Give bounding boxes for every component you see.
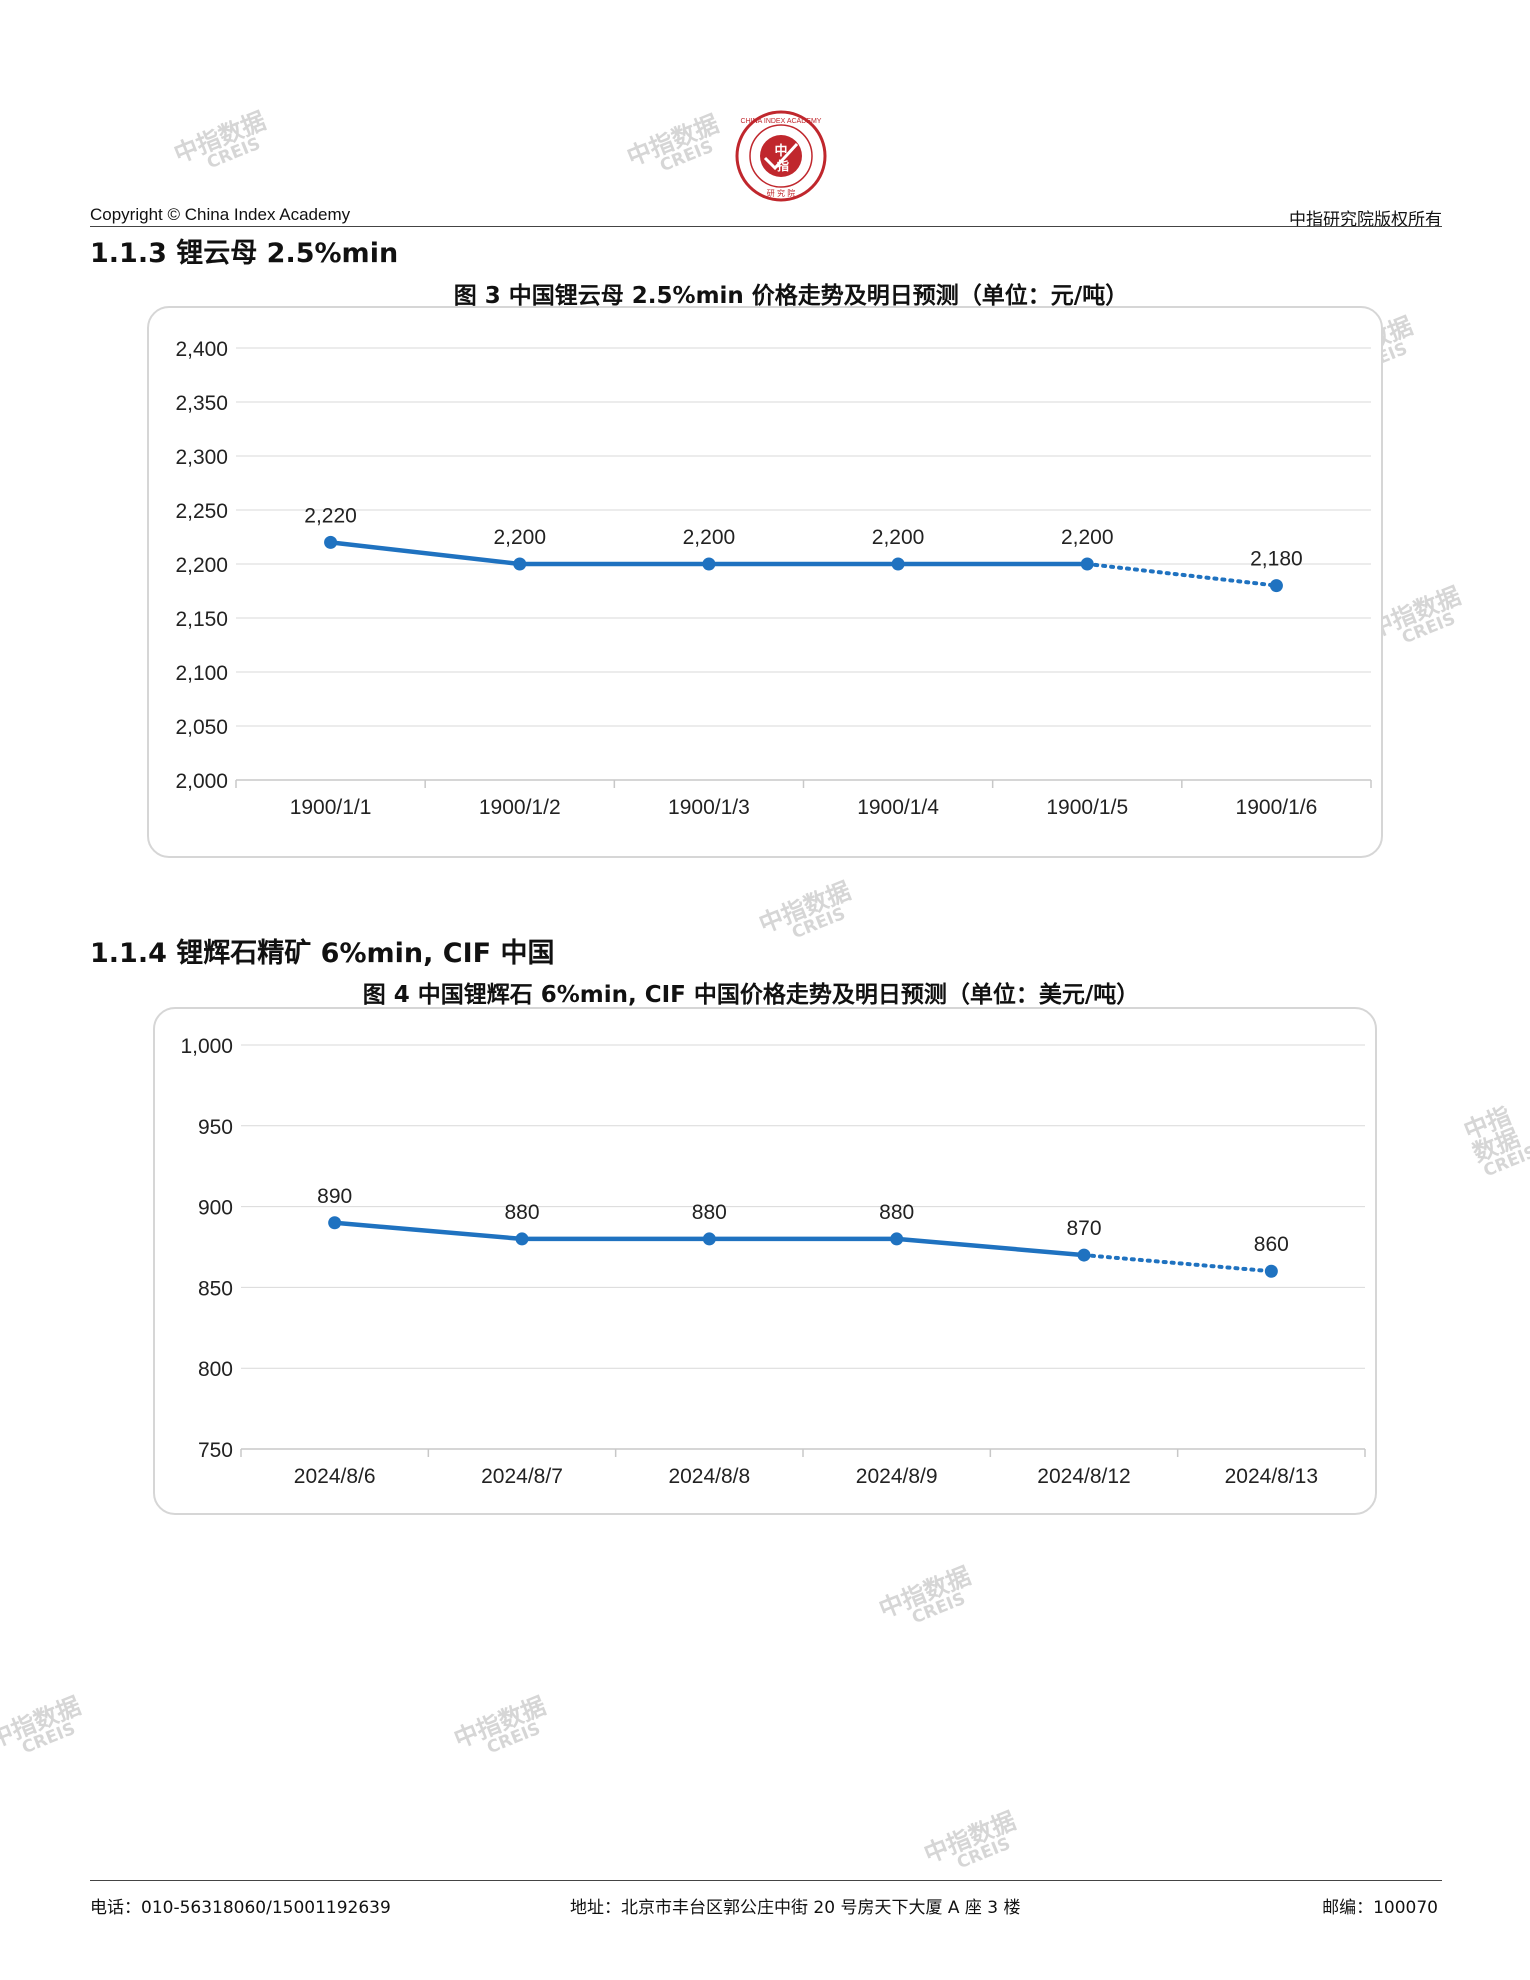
- y-tick-label: 2,200: [175, 554, 228, 577]
- y-tick-label: 2,000: [175, 770, 228, 793]
- y-tick-label: 2,350: [175, 392, 228, 415]
- rights-text: 中指研究院版权所有: [1289, 210, 1442, 230]
- data-label: 870: [1066, 1217, 1101, 1240]
- data-label: 2,200: [683, 526, 736, 549]
- data-point: [891, 557, 905, 571]
- y-tick-label: 2,100: [175, 662, 228, 685]
- data-point: [1080, 557, 1094, 571]
- data-point: [1264, 1264, 1278, 1278]
- y-tick-label: 2,250: [175, 500, 228, 523]
- x-tick-label: 2024/8/6: [294, 1465, 376, 1488]
- x-tick-label: 1900/1/5: [1046, 796, 1128, 819]
- data-point: [328, 1216, 342, 1230]
- data-point: [513, 557, 527, 571]
- footer-address: 地址：北京市丰台区郭公庄中街 20 号房天下大厦 A 座 3 楼: [570, 1898, 1021, 1918]
- svg-text:研 究 院: 研 究 院: [767, 188, 795, 198]
- data-point: [890, 1232, 904, 1246]
- data-point: [1269, 579, 1283, 593]
- x-tick-label: 2024/8/12: [1037, 1465, 1130, 1488]
- data-label: 890: [317, 1185, 352, 1208]
- svg-text:中: 中: [774, 143, 787, 158]
- footer-phone: 电话：010-56318060/15001192639: [90, 1898, 391, 1918]
- x-tick-label: 1900/1/3: [668, 796, 750, 819]
- data-label: 880: [504, 1201, 539, 1224]
- x-tick-label: 1900/1/2: [479, 796, 561, 819]
- section-heading: 1.1.3 锂云母 2.5%min: [90, 238, 399, 269]
- x-tick-label: 2024/8/7: [481, 1465, 563, 1488]
- data-point: [324, 535, 338, 549]
- series-line-forecast: [1085, 562, 1279, 588]
- line-chart: 750 800 850 900 950 1,000 2024/8/6 2024/8/7 2024…: [180, 1035, 1366, 1488]
- section-heading: 1.1.4 锂辉石精矿 6%min, CIF 中国: [90, 938, 555, 969]
- data-point: [702, 1232, 716, 1246]
- svg-text:CHINA INDEX ACADEMY: CHINA INDEX ACADEMY: [741, 118, 822, 125]
- data-label: 2,200: [1061, 526, 1114, 549]
- y-tick-label: 800: [198, 1358, 233, 1381]
- x-tick-label: 2024/8/9: [856, 1465, 938, 1488]
- x-tick-label: 1900/1/1: [290, 796, 372, 819]
- data-label: 2,200: [493, 526, 546, 549]
- header-divider: [90, 226, 1442, 227]
- x-tick-label: 2024/8/13: [1225, 1465, 1318, 1488]
- data-label: 880: [692, 1201, 727, 1224]
- y-tick-label: 2,400: [175, 338, 228, 361]
- data-label: 2,220: [304, 504, 357, 527]
- line-chart: 2,000 2,050 2,100 2,150 2,200 2,250 2,300 2,350…: [175, 338, 1372, 819]
- data-label: 2,200: [872, 526, 925, 549]
- copyright-text: Copyright © China Index Academy: [90, 205, 351, 224]
- chart-panel: 750 800 850 900 950 1,000 2024/8/6 2024/8/7 2024…: [153, 1007, 1377, 1515]
- series-line-forecast: [1082, 1253, 1274, 1274]
- figure-title: 图 4 中国锂辉石 6%min, CIF 中国价格走势及明日预测（单位：美元/吨…: [362, 982, 1140, 1008]
- data-point: [515, 1232, 529, 1246]
- data-point: [1077, 1248, 1091, 1262]
- data-point: [702, 557, 716, 571]
- y-tick-label: 2,050: [175, 716, 228, 739]
- data-label: 860: [1254, 1233, 1289, 1256]
- data-label: 880: [879, 1201, 914, 1224]
- data-label: 2,180: [1250, 548, 1303, 571]
- y-tick-label: 900: [198, 1197, 233, 1220]
- footer-postcode: 邮编：100070: [1322, 1898, 1438, 1918]
- academy-logo: 中 指 CHINA INDEX ACADEMY 研 究 院: [735, 110, 827, 202]
- y-tick-label: 1,000: [180, 1035, 233, 1058]
- y-tick-label: 750: [198, 1439, 233, 1462]
- footer-divider: [90, 1880, 1442, 1881]
- figure-title: 图 3 中国锂云母 2.5%min 价格走势及明日预测（单位：元/吨）: [453, 283, 1129, 309]
- y-tick-label: 2,300: [175, 446, 228, 469]
- chart-panel: 2,000 2,050 2,100 2,150 2,200 2,250 2,300 2,350…: [147, 306, 1383, 858]
- y-tick-label: 850: [198, 1277, 233, 1300]
- x-tick-label: 1900/1/6: [1236, 796, 1318, 819]
- x-tick-label: 2024/8/8: [668, 1465, 750, 1488]
- y-tick-label: 950: [198, 1116, 233, 1139]
- x-tick-label: 1900/1/4: [857, 796, 939, 819]
- y-tick-label: 2,150: [175, 608, 228, 631]
